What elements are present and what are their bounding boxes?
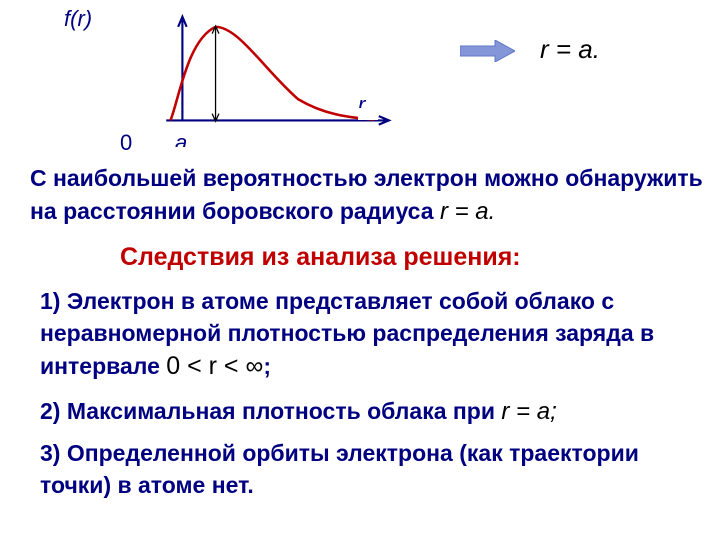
main-text-line2-prefix: на расстоянии боровского радиуса [30, 198, 440, 224]
consequence-2-prefix: 2) Максимальная плотность облака при [40, 398, 501, 424]
consequence-3: 3) Определенной орбиты электрона (как тр… [40, 437, 680, 501]
arrow-right-icon [460, 40, 515, 62]
probability-curve [171, 27, 375, 121]
peak-marker [212, 26, 219, 121]
consequence-2-eq: r = a; [501, 398, 556, 425]
mask [165, 147, 195, 159]
mask [358, 108, 378, 120]
main-text: С наибольшей вероятностью электрон можно… [30, 162, 705, 230]
main-text-line1: С наибольшей вероятностью электрон можно… [30, 165, 703, 191]
y-axis-label: f(r) [64, 6, 92, 32]
equation-result: r = a. [540, 34, 600, 65]
consequence-2: 2) Максимальная плотность облака при r =… [40, 398, 690, 426]
interval-expression: 0 < r < ∞ [166, 352, 263, 380]
consequence-1: 1) Электрон в атоме представляет собой о… [40, 285, 680, 384]
origin-label: 0 [120, 130, 132, 156]
consequence-1-suffix: ; [263, 353, 271, 379]
main-text-eq: r = a. [440, 198, 495, 225]
consequence-1-text: 1) Электрон в атоме представляет собой о… [40, 288, 654, 379]
section-heading: Следствия из анализа решения: [120, 243, 521, 272]
mask [90, 22, 130, 34]
